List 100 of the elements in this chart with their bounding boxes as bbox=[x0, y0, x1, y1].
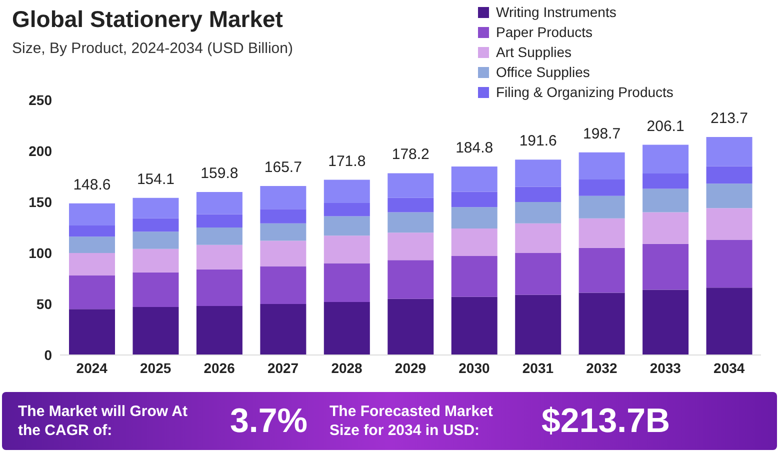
total-label: 159.8 bbox=[200, 165, 238, 182]
bar bbox=[260, 266, 306, 304]
bar bbox=[451, 166, 498, 192]
bar bbox=[706, 166, 752, 184]
bar bbox=[578, 292, 625, 355]
bar bbox=[706, 208, 752, 240]
bar bbox=[69, 225, 115, 237]
bar bbox=[578, 218, 625, 248]
bar bbox=[132, 198, 179, 218]
bar bbox=[324, 236, 370, 264]
bar bbox=[69, 253, 115, 276]
legend-label: Paper Products bbox=[495, 23, 594, 42]
bar bbox=[642, 173, 689, 189]
bar bbox=[388, 298, 434, 355]
x-tick-label: 2031 bbox=[522, 360, 554, 376]
y-tick-label: 250 bbox=[28, 92, 52, 108]
bar bbox=[706, 137, 752, 166]
bar bbox=[515, 223, 562, 253]
bar bbox=[451, 228, 498, 256]
bar bbox=[196, 269, 242, 306]
bar bbox=[132, 272, 179, 308]
bar bbox=[451, 192, 498, 208]
bar bbox=[132, 232, 179, 249]
bar bbox=[515, 202, 562, 224]
bar bbox=[642, 212, 689, 244]
bar bbox=[706, 184, 752, 208]
bar bbox=[132, 218, 179, 232]
y-tick-label: 200 bbox=[28, 142, 52, 159]
x-tick-label: 2030 bbox=[458, 360, 490, 376]
bar bbox=[324, 216, 370, 236]
bar bbox=[388, 232, 434, 260]
bar bbox=[388, 173, 434, 198]
bar bbox=[451, 207, 498, 229]
total-label: 171.8 bbox=[328, 152, 366, 170]
x-tick-label: 2033 bbox=[650, 360, 682, 376]
bar bbox=[324, 180, 370, 204]
bar bbox=[388, 198, 434, 212]
legend-label: Filing & Organizing Products bbox=[495, 83, 674, 102]
bar bbox=[260, 223, 306, 241]
y-tick-label: 100 bbox=[28, 244, 52, 261]
total-label: 206.1 bbox=[646, 118, 684, 135]
bar bbox=[451, 256, 498, 297]
bar bbox=[69, 275, 115, 310]
bar bbox=[578, 180, 625, 196]
bar bbox=[642, 144, 689, 174]
bar bbox=[324, 302, 370, 355]
x-tick-label: 2024 bbox=[76, 360, 108, 376]
x-tick-label: 2029 bbox=[394, 360, 426, 376]
bar bbox=[706, 288, 752, 355]
bar bbox=[260, 240, 306, 266]
total-label: 178.2 bbox=[392, 146, 430, 164]
x-tick-label: 2026 bbox=[204, 360, 236, 376]
bar bbox=[260, 304, 306, 355]
total-label: 148.6 bbox=[73, 176, 111, 194]
bar bbox=[515, 253, 562, 295]
total-label: 191.6 bbox=[519, 132, 557, 150]
bar bbox=[324, 203, 370, 216]
bar bbox=[69, 203, 115, 226]
chart-title: Global Stationery Market bbox=[12, 6, 283, 33]
x-tick-label: 2027 bbox=[267, 360, 299, 376]
total-label: 213.7 bbox=[710, 110, 748, 128]
bar bbox=[451, 296, 498, 355]
chart-subtitle: Size, By Product, 2024-2034 (USD Billion) bbox=[12, 40, 293, 57]
bar bbox=[642, 244, 689, 290]
bar bbox=[196, 214, 242, 228]
bar bbox=[515, 160, 562, 187]
y-tick-label: 0 bbox=[44, 346, 52, 363]
x-tick-label: 2028 bbox=[331, 360, 363, 376]
legend-label: Writing Instruments bbox=[495, 3, 618, 22]
bar bbox=[578, 152, 625, 180]
bar bbox=[388, 212, 434, 233]
bar bbox=[196, 192, 242, 214]
bar bbox=[260, 209, 306, 224]
bar bbox=[132, 307, 179, 355]
y-tick-label: 150 bbox=[28, 194, 52, 210]
x-tick-label: 2032 bbox=[586, 360, 618, 376]
total-label: 198.7 bbox=[583, 125, 621, 142]
total-label: 184.8 bbox=[456, 140, 494, 157]
bar bbox=[132, 248, 179, 272]
x-tick-label: 2025 bbox=[140, 360, 172, 376]
bar bbox=[324, 263, 370, 302]
total-label: 165.7 bbox=[264, 158, 302, 176]
bar bbox=[260, 186, 306, 210]
x-tick-label: 2034 bbox=[714, 360, 745, 376]
legend-label: Art Supplies bbox=[495, 43, 572, 62]
bar bbox=[642, 290, 689, 355]
bar bbox=[706, 240, 752, 288]
bar bbox=[515, 294, 562, 355]
bar bbox=[196, 244, 242, 270]
bar bbox=[69, 309, 115, 355]
y-tick-label: 50 bbox=[36, 296, 52, 312]
bar bbox=[578, 248, 625, 293]
bar bbox=[578, 196, 625, 218]
bar bbox=[196, 228, 242, 245]
bar bbox=[196, 306, 242, 355]
bar bbox=[69, 236, 115, 253]
bar bbox=[642, 188, 689, 212]
legend-label: Office Supplies bbox=[495, 63, 591, 82]
bar bbox=[515, 186, 562, 202]
bar bbox=[388, 260, 434, 299]
